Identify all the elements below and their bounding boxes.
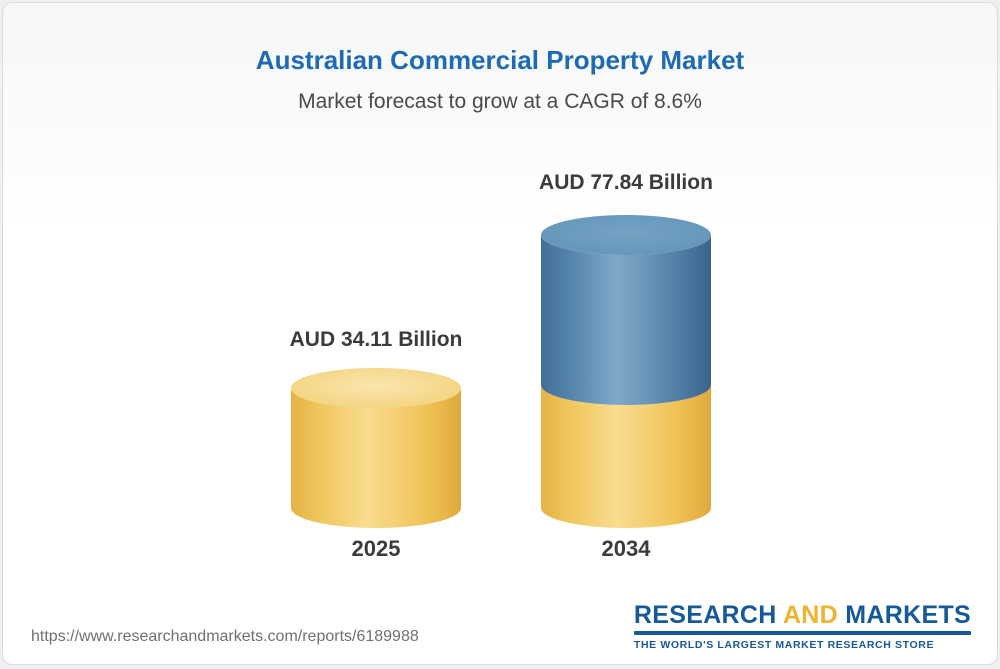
logo-tagline: THE WORLD'S LARGEST MARKET RESEARCH STOR… [633,639,935,651]
chart-title: Australian Commercial Property Market [255,45,745,75]
bar-chart-canvas [291,215,711,528]
chart-subtitle: Market forecast to grow at a CAGR of 8.6… [298,90,702,113]
logo-word-research: RESEARCH [633,600,777,629]
cylinder-bar-2034 [541,215,711,528]
category-label-2034: 2034 [601,536,651,561]
logo-wordmark: RESEARCH AND MARKETS [634,602,971,628]
value-label-2025: AUD 34.11 Billion [289,328,463,351]
logo-underline [633,631,971,635]
logo-word-and: AND [782,600,839,629]
category-label-2025: 2025 [351,536,401,561]
value-label-2034: AUD 77.84 Billion [539,171,713,194]
cylinder-bar-2025 [291,368,461,528]
logo-word-markets: MARKETS [845,600,971,629]
report-url[interactable]: https://www.researchandmarkets.com/repor… [31,628,419,645]
researchandmarkets-logo: RESEARCH AND MARKETS THE WORLD'S LARGEST… [633,602,971,651]
